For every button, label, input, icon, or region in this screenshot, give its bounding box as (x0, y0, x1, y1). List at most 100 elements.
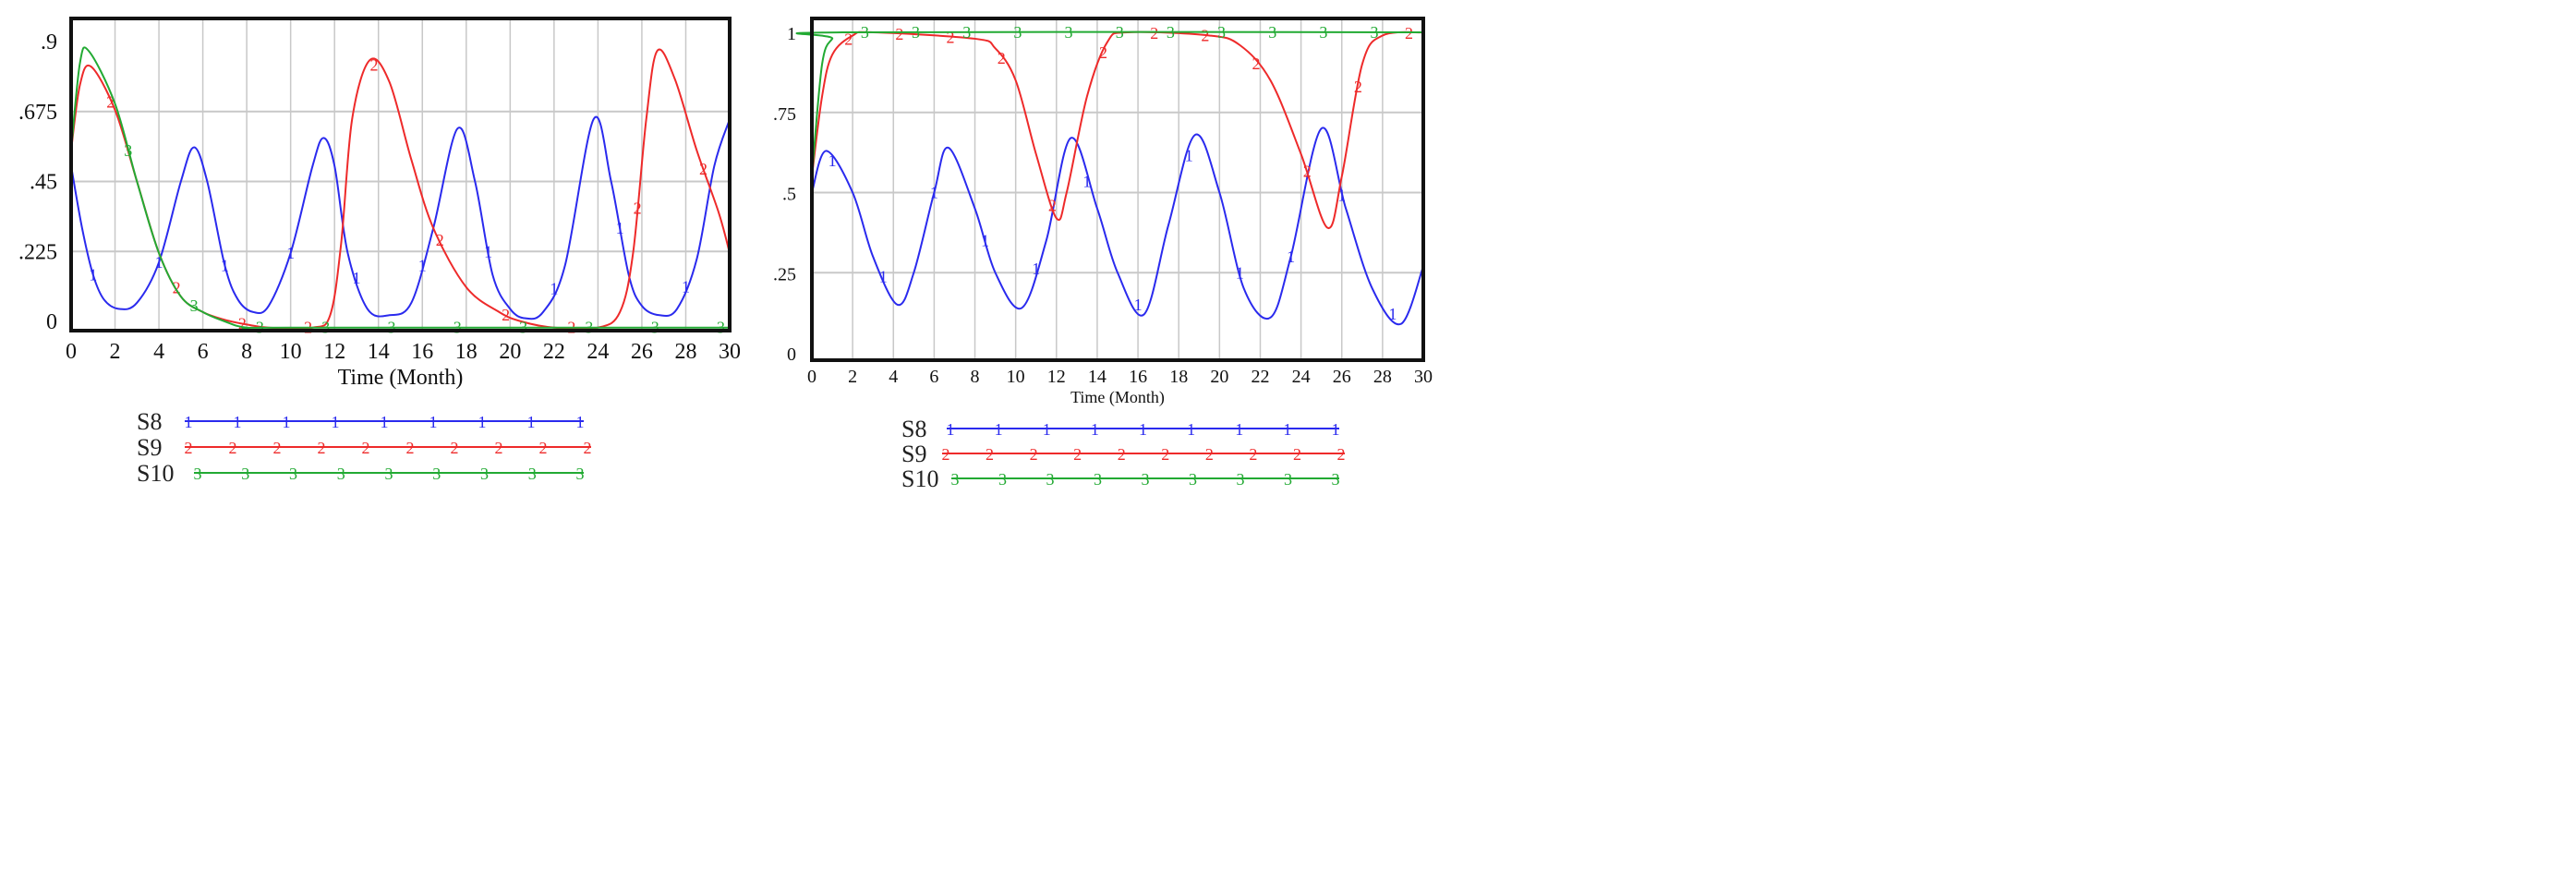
series-marker-s10: 3 (1065, 23, 1073, 42)
legend-label-s8: S8 (137, 408, 162, 435)
legend-marker-s10: 3 (951, 470, 960, 489)
x-tick-label: 22 (543, 340, 565, 364)
y-tick-label: .25 (773, 264, 796, 284)
series-marker-s8: 1 (1185, 146, 1193, 164)
x-tick-label: 2 (110, 340, 121, 364)
legend-label-s9: S9 (901, 441, 926, 467)
series-marker-s8: 1 (155, 253, 163, 272)
x-tick-label: 16 (411, 340, 433, 364)
legend-label-s10: S10 (901, 465, 938, 492)
x-tick-label: 14 (368, 340, 390, 364)
x-tick-label: 8 (241, 340, 252, 364)
y-tick-label: .9 (41, 30, 57, 54)
x-tick-label: 28 (674, 340, 696, 364)
x-tick-label: 28 (1373, 367, 1392, 387)
legend-marker-s8: 1 (995, 420, 1003, 439)
series-marker-s9: 2 (1150, 24, 1158, 42)
series-marker-s9: 2 (998, 49, 1006, 67)
legend-marker-s10: 3 (241, 465, 249, 483)
y-tick-label: .675 (18, 101, 57, 125)
legend-marker-s9: 2 (495, 439, 503, 457)
series-line-s8 (70, 115, 731, 320)
legend-marker-s10: 3 (289, 465, 297, 483)
series-marker-s9: 2 (1201, 26, 1209, 44)
series-marker-s8: 1 (1287, 248, 1295, 266)
legend-marker-s10: 3 (337, 465, 345, 483)
legend-marker-s8: 1 (185, 413, 193, 431)
y-tick-label: 0 (46, 310, 57, 334)
x-tick-label: 20 (499, 340, 521, 364)
legend-label-s10: S10 (137, 460, 174, 487)
series-marker-s8: 1 (930, 184, 938, 202)
series-marker-s9: 2 (436, 231, 444, 249)
series-line-s8 (811, 127, 1424, 326)
x-tick-label: 16 (1129, 367, 1147, 387)
x-tick-label: 6 (929, 367, 938, 387)
legend-marker-s8: 1 (1091, 420, 1099, 439)
legend-marker-s8: 1 (478, 413, 487, 431)
x-tick-label: 8 (971, 367, 980, 387)
series-marker-s8: 1 (1032, 260, 1040, 278)
series-marker-s9: 2 (1405, 24, 1413, 42)
legend-marker-s10: 3 (1189, 470, 1197, 489)
legend-marker-s10: 3 (480, 465, 489, 483)
series-marker-s9: 2 (369, 55, 378, 74)
series-marker-s9: 2 (238, 314, 247, 332)
x-tick-label: 18 (1169, 367, 1188, 387)
series-marker-s10: 3 (519, 319, 527, 337)
y-tick-label: 1 (787, 24, 796, 44)
legend-marker-s8: 1 (1187, 420, 1195, 439)
series-marker-s10: 3 (1371, 23, 1379, 42)
legend-marker-s9: 2 (1337, 445, 1346, 464)
legend-marker-s9: 2 (362, 439, 370, 457)
legend-marker-s9: 2 (229, 439, 237, 457)
legend-marker-s10: 3 (432, 465, 441, 483)
series-marker-s8: 1 (352, 269, 360, 287)
series-marker-s10: 3 (1319, 23, 1327, 42)
series-marker-s10: 3 (1268, 23, 1276, 42)
legend-marker-s8: 1 (381, 413, 389, 431)
series-marker-s8: 1 (89, 266, 97, 284)
legend-marker-s9: 2 (273, 439, 282, 457)
legend-marker-s9: 2 (539, 439, 548, 457)
series-marker-s8: 1 (1337, 186, 1346, 204)
legend-marker-s9: 2 (451, 439, 459, 457)
series-marker-s9: 2 (1354, 78, 1362, 96)
series-marker-s9: 2 (1303, 162, 1312, 180)
series-marker-s10: 3 (1167, 23, 1175, 42)
x-tick-label: 30 (1414, 367, 1433, 387)
x-tick-label: 0 (66, 340, 77, 364)
series-marker-s9: 2 (1252, 54, 1261, 73)
series-marker-s10: 3 (651, 319, 659, 337)
x-tick-label: 6 (198, 340, 209, 364)
x-tick-label: 14 (1088, 367, 1107, 387)
legend-marker-s10: 3 (385, 465, 393, 483)
chart-1: 0 2 4 6 8 10 12 14 16 18 20 22 24 26 28 300.225.45.675.… (18, 17, 741, 487)
series-marker-s8: 1 (981, 232, 989, 250)
y-tick-label: .5 (782, 185, 796, 205)
series-marker-s10: 3 (585, 319, 593, 337)
legend-marker-s8: 1 (332, 413, 340, 431)
series-marker-s9: 2 (844, 30, 853, 49)
series-marker-s10: 3 (1116, 23, 1124, 42)
series-marker-s8: 1 (682, 278, 690, 296)
legend-marker-s9: 2 (1293, 445, 1301, 464)
legend-marker-s10: 3 (576, 465, 585, 483)
legend-marker-s9: 2 (406, 439, 415, 457)
series-marker-s8: 1 (484, 242, 492, 260)
plot-area (71, 18, 730, 331)
series-marker-s9: 2 (947, 28, 955, 46)
legend-marker-s8: 1 (1235, 420, 1243, 439)
legend-marker-s9: 2 (942, 445, 950, 464)
legend-marker-s8: 1 (234, 413, 242, 431)
x-tick-label: 10 (280, 340, 302, 364)
x-tick-label: 26 (1333, 367, 1351, 387)
legend-label-s8: S8 (901, 416, 926, 442)
x-tick-label: 30 (719, 340, 741, 364)
series-line-s10 (70, 46, 730, 330)
legend-marker-s9: 2 (1161, 445, 1169, 464)
legend-marker-s8: 1 (283, 413, 291, 431)
legend-marker-s9: 2 (1073, 445, 1082, 464)
legend-marker-s8: 1 (1043, 420, 1051, 439)
